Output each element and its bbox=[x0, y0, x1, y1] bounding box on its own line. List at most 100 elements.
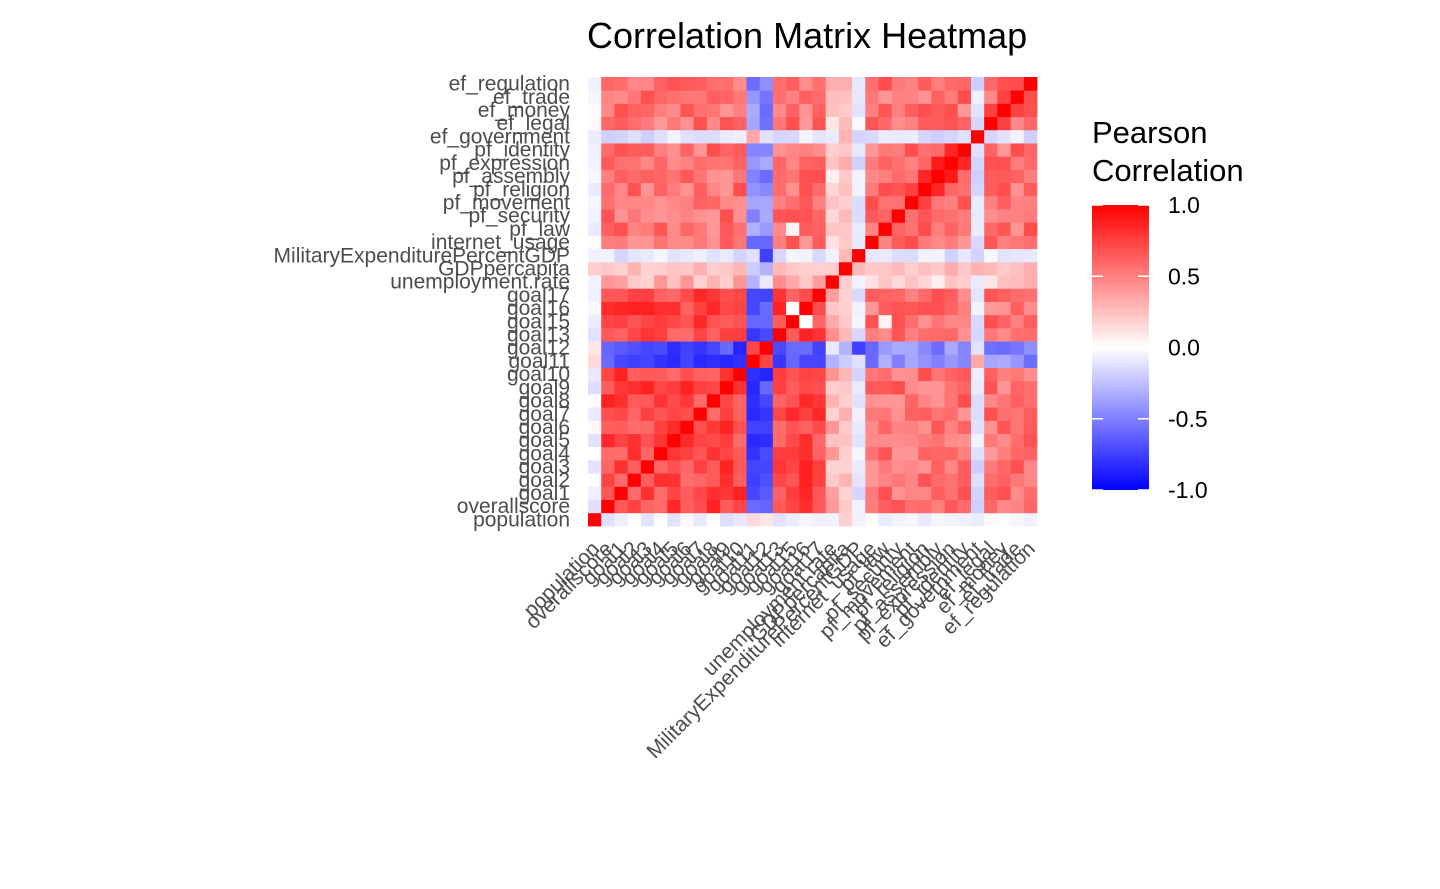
heatmap-cell bbox=[1023, 77, 1038, 91]
heatmap-cell bbox=[601, 433, 615, 448]
heatmap-cell bbox=[772, 288, 787, 302]
heatmap-cell bbox=[1023, 156, 1038, 170]
heatmap-cell bbox=[786, 103, 800, 118]
heatmap-cell bbox=[627, 182, 642, 197]
heatmap-cell bbox=[720, 116, 734, 131]
heatmap-cell bbox=[772, 129, 787, 144]
heatmap-cell bbox=[772, 275, 787, 289]
heatmap-cell bbox=[772, 473, 787, 487]
heatmap-cell bbox=[997, 169, 1011, 184]
heatmap-cell bbox=[1010, 169, 1025, 184]
heatmap-cell bbox=[759, 129, 774, 144]
heatmap-cell bbox=[944, 143, 959, 157]
heatmap-cell bbox=[680, 90, 695, 104]
heatmap-cell bbox=[601, 275, 615, 289]
heatmap-cell bbox=[918, 301, 932, 316]
heatmap-cell bbox=[1010, 288, 1025, 302]
heatmap-cell bbox=[825, 512, 840, 527]
heatmap-cell bbox=[918, 327, 932, 342]
heatmap-cell bbox=[997, 275, 1011, 289]
heatmap-cell bbox=[667, 182, 681, 197]
heatmap-cell bbox=[667, 499, 681, 514]
heatmap-cell bbox=[588, 459, 602, 474]
heatmap-cell bbox=[865, 77, 879, 91]
heatmap-cell bbox=[654, 261, 668, 276]
heatmap-cell bbox=[970, 77, 985, 91]
heatmap-cell bbox=[812, 235, 827, 250]
heatmap-cell bbox=[904, 420, 919, 434]
heatmap-cell bbox=[772, 77, 787, 91]
heatmap-cell bbox=[640, 195, 655, 210]
heatmap-cell bbox=[812, 195, 827, 210]
heatmap-cell bbox=[786, 433, 800, 448]
heatmap-cell bbox=[772, 407, 787, 421]
heatmap-cell bbox=[957, 222, 972, 236]
heatmap-cell bbox=[759, 433, 774, 448]
heatmap-cell bbox=[680, 235, 695, 250]
heatmap-cell bbox=[786, 77, 800, 91]
heatmap-cell bbox=[944, 420, 959, 434]
heatmap-cell bbox=[957, 90, 972, 104]
heatmap-cell bbox=[614, 446, 629, 461]
heatmap-cell bbox=[852, 103, 866, 118]
heatmap-cell bbox=[706, 301, 721, 316]
heatmap-cell bbox=[852, 156, 866, 170]
heatmap-cell bbox=[918, 156, 932, 170]
heatmap-cell bbox=[693, 261, 708, 276]
heatmap-cell bbox=[970, 195, 985, 210]
heatmap-cell bbox=[667, 512, 681, 527]
heatmap-cell bbox=[720, 209, 734, 223]
heatmap-cell bbox=[970, 367, 985, 382]
heatmap-cell bbox=[614, 261, 629, 276]
heatmap-cell bbox=[614, 248, 629, 263]
heatmap-cell bbox=[772, 90, 787, 104]
heatmap-cell bbox=[931, 235, 945, 250]
heatmap-cell bbox=[733, 512, 747, 527]
heatmap-cell bbox=[825, 156, 840, 170]
heatmap-cell bbox=[984, 446, 998, 461]
heatmap-cell bbox=[997, 222, 1011, 236]
heatmap-cell bbox=[733, 129, 747, 144]
heatmap-cell bbox=[904, 275, 919, 289]
heatmap-cell bbox=[720, 77, 734, 91]
heatmap-cell bbox=[825, 354, 840, 368]
heatmap-cell bbox=[838, 275, 853, 289]
heatmap-cell bbox=[667, 90, 681, 104]
heatmap-cell bbox=[614, 499, 629, 514]
heatmap-cell bbox=[601, 420, 615, 434]
heatmap-cell bbox=[825, 288, 840, 302]
heatmap-cell bbox=[654, 129, 668, 144]
heatmap-cell bbox=[812, 248, 827, 263]
heatmap-cell bbox=[627, 222, 642, 236]
heatmap-cell bbox=[746, 393, 761, 408]
heatmap-cell bbox=[957, 380, 972, 395]
heatmap-cell bbox=[627, 209, 642, 223]
heatmap-cell bbox=[640, 103, 655, 118]
heatmap-cell bbox=[720, 222, 734, 236]
heatmap-cell bbox=[654, 169, 668, 184]
heatmap-cell bbox=[640, 341, 655, 355]
heatmap-cell bbox=[786, 275, 800, 289]
heatmap-cell bbox=[984, 420, 998, 434]
heatmap-cell bbox=[614, 90, 629, 104]
heatmap-cell bbox=[693, 275, 708, 289]
heatmap-cell bbox=[654, 354, 668, 368]
heatmap-cell bbox=[878, 420, 893, 434]
heatmap-cell bbox=[786, 314, 800, 329]
heatmap-cell bbox=[627, 301, 642, 316]
heatmap-cell bbox=[957, 182, 972, 197]
heatmap-cell bbox=[918, 341, 932, 355]
heatmap-cell bbox=[693, 182, 708, 197]
heatmap-cell bbox=[746, 169, 761, 184]
heatmap-cell bbox=[1023, 393, 1038, 408]
y-tick-label: goal2 bbox=[519, 469, 570, 492]
heatmap-cell bbox=[680, 473, 695, 487]
heatmap-cell bbox=[812, 261, 827, 276]
heatmap-cell bbox=[838, 288, 853, 302]
heatmap-cell bbox=[640, 90, 655, 104]
heatmap-cell bbox=[759, 314, 774, 329]
heatmap-cell bbox=[614, 341, 629, 355]
heatmap-cell bbox=[931, 486, 945, 500]
heatmap-cell bbox=[746, 499, 761, 514]
heatmap-cell bbox=[693, 314, 708, 329]
